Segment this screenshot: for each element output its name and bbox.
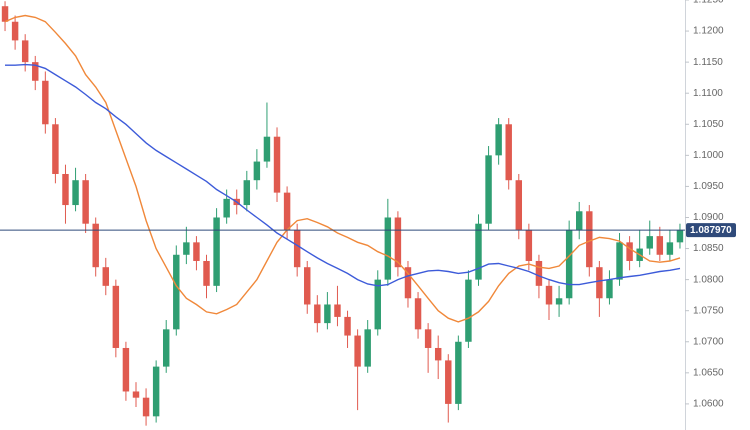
candle-body: [394, 217, 402, 268]
candle-body: [626, 242, 633, 261]
candle-body: [364, 329, 371, 367]
y-tick-label: 1.0850: [693, 243, 724, 254]
y-tick-label: 1.1250: [693, 0, 724, 6]
candle-body: [314, 304, 321, 324]
candle-body: [122, 347, 130, 392]
candle-body: [283, 192, 291, 230]
candle-body: [495, 124, 502, 156]
y-tick-label: 1.1000: [693, 150, 724, 161]
moving-average-line: [4, 14, 681, 323]
candle-body: [344, 316, 351, 336]
candle-body: [32, 62, 39, 81]
last-price-box: [686, 223, 736, 238]
y-tick-label: 1.0950: [693, 181, 724, 192]
candle-body: [253, 161, 261, 181]
candle-body: [434, 347, 442, 361]
y-tick-label: 1.1100: [693, 88, 723, 99]
candle-body: [505, 124, 512, 181]
y-tick-label: 1.0650: [693, 367, 724, 378]
candle-body: [183, 242, 190, 255]
candle-body: [576, 211, 583, 230]
candle-body: [52, 124, 59, 174]
y-tick-label: 1.0800: [693, 274, 724, 285]
candle-body: [616, 242, 623, 280]
candle-body: [414, 298, 422, 330]
candle-body: [656, 236, 664, 255]
candle-body: [475, 223, 482, 280]
candle-body: [72, 180, 79, 206]
candle-body: [384, 217, 392, 280]
candle-body: [354, 335, 361, 367]
candle-body: [142, 397, 150, 417]
candle-body: [243, 180, 251, 206]
moving-average-line: [5, 63, 681, 287]
candle-body: [304, 267, 311, 305]
candle-body: [424, 329, 432, 348]
y-tick-label: 1.1200: [693, 26, 724, 37]
y-tick-label: 1.1150: [693, 57, 723, 68]
candle-body: [82, 180, 89, 224]
y-tick-label: 1.0900: [693, 212, 724, 223]
candle-body: [223, 198, 230, 218]
candle-body: [676, 229, 684, 243]
candle-body: [485, 155, 492, 224]
candle-body: [324, 304, 331, 324]
candle-body: [21, 40, 29, 63]
last-price-label: 1.087970: [690, 225, 732, 236]
candle-body: [545, 285, 553, 305]
candle-body: [92, 223, 99, 268]
candle-body: [273, 136, 281, 193]
candle-body: [132, 391, 140, 398]
candle-body: [162, 329, 170, 367]
y-tick-label: 1.0600: [693, 399, 724, 410]
candle-body: [535, 260, 543, 286]
candle-body: [555, 298, 563, 305]
candle-body: [586, 211, 593, 268]
candle-body: [515, 180, 523, 230]
candle-body: [445, 360, 452, 404]
candle-body: [334, 304, 341, 317]
candle-body: [62, 173, 69, 206]
candle-body: [102, 267, 109, 286]
candle-body: [666, 242, 674, 255]
candle-body: [42, 80, 49, 125]
candle-body: [293, 229, 301, 268]
y-tick-label: 1.1050: [693, 119, 724, 130]
candle-body: [596, 267, 603, 299]
y-tick-label: 1.0750: [693, 305, 724, 316]
candle-body: [213, 217, 220, 286]
candle-body: [112, 285, 120, 348]
candle-body: [565, 229, 573, 299]
candle-body: [203, 260, 210, 286]
candle-body: [465, 279, 472, 342]
y-tick-label: 1.0700: [693, 336, 724, 347]
candle-body: [11, 21, 19, 41]
candle-body: [1, 6, 9, 22]
candle-body: [606, 279, 613, 299]
candle-body: [404, 267, 412, 299]
candle-body: [173, 254, 180, 330]
candle-body: [455, 341, 462, 404]
candle-body: [263, 136, 271, 162]
candle-body: [152, 366, 160, 417]
candle-body: [374, 279, 381, 330]
candle-body: [525, 229, 533, 261]
candle-body: [193, 242, 200, 261]
candle-body: [646, 236, 653, 249]
